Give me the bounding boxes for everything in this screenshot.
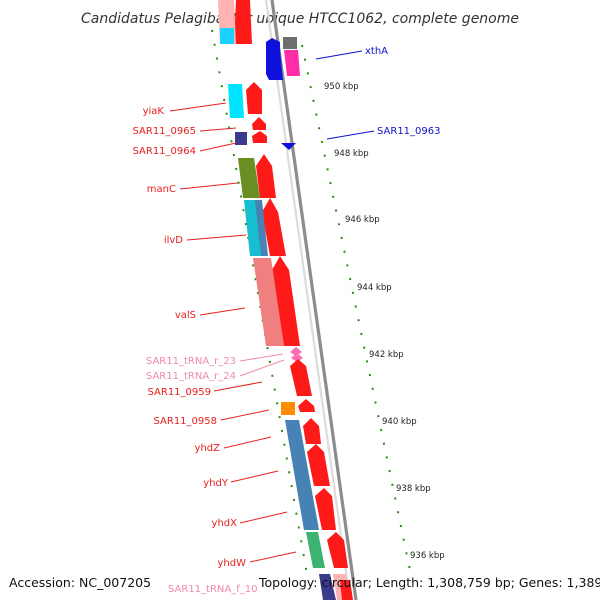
backbone-outer [270, 0, 358, 600]
scale-label-938: 938 kbp [396, 484, 431, 494]
label-SAR11_0964[interactable]: SAR11_0964 [133, 146, 197, 157]
gene-SAR11_0964-box[interactable] [235, 132, 247, 145]
gene-yhdX-red[interactable] [315, 488, 336, 530]
gene-xthA[interactable] [266, 38, 280, 52]
scale-label-940: 940 kbp [382, 417, 417, 427]
gene-yhdZ-Y-X[interactable] [285, 420, 319, 530]
label-SAR11_tRNA_r_23[interactable]: SAR11_tRNA_r_23 [146, 356, 236, 367]
label-SAR11_0958[interactable]: SAR11_0958 [154, 416, 218, 427]
gene-SAR11_0959[interactable] [290, 359, 312, 396]
gene-yhdZ-red[interactable] [303, 418, 321, 444]
connector-yhdY [230, 470, 279, 483]
label-yhdZ[interactable]: yhdZ [195, 443, 221, 454]
scale-label-946: 946 kbp [345, 215, 380, 225]
gene-yhdY-red[interactable] [307, 444, 330, 486]
connector-tRNA_r_24 [239, 359, 285, 377]
gene-SAR11_0958-red[interactable] [298, 399, 315, 412]
connector-SAR11_0965 [199, 127, 237, 132]
backbone-inner [264, 0, 352, 600]
gene-xthA-gray[interactable] [283, 37, 297, 49]
gene-SAR11_0964[interactable] [252, 131, 267, 143]
accession-text: Accession: NC_007205 [9, 575, 151, 590]
connector-SAR11_0963 [326, 130, 375, 140]
forward-strand-genes [218, 0, 353, 600]
label-yiaK[interactable]: yiaK [143, 106, 165, 117]
label-ilvD[interactable]: ilvD [164, 235, 183, 246]
gene-tRNA_r_24[interactable] [291, 353, 303, 362]
gene-xthA-magenta[interactable] [284, 50, 300, 76]
label-valS[interactable]: valS [175, 310, 196, 321]
label-SAR11_tRNA_f_10[interactable]: SAR11_tRNA_f_10 [168, 584, 257, 595]
connector-yhdX [239, 511, 288, 524]
connector-ilvD [186, 234, 247, 241]
gene-xthA-body[interactable] [266, 50, 283, 80]
label-yhdW[interactable]: yhdW [218, 558, 247, 569]
gene-ilvD-red[interactable] [262, 198, 286, 256]
scale-label-936: 936 kbp [410, 551, 445, 561]
label-yhdX[interactable]: yhdX [212, 518, 238, 529]
topology-text: Topology: circular; Length: 1,308,759 bp… [258, 575, 600, 590]
connector-tRNA_r_23 [239, 353, 284, 362]
label-SAR11_0959[interactable]: SAR11_0959 [148, 387, 212, 398]
gene-ilvD-blue[interactable] [255, 200, 268, 256]
gene-yhdW-red[interactable] [327, 532, 348, 568]
connector-yhdZ [223, 436, 272, 449]
scale-label-944: 944 kbp [357, 283, 392, 293]
connector-SAR11_0958 [220, 409, 270, 421]
scale-label-950: 950 kbp [324, 82, 359, 92]
gene-SAR11_0963[interactable] [281, 143, 296, 150]
gene-yiaK[interactable] [228, 84, 244, 118]
label-connectors [169, 50, 375, 563]
gene-SAR11_0958[interactable] [281, 402, 295, 415]
gene-top-red[interactable] [234, 0, 252, 44]
connector-xthA [315, 50, 363, 60]
map-title: Candidatus Pelagibacter ubique HTCC1062,… [81, 11, 519, 27]
gene-bottom-red[interactable] [340, 580, 353, 600]
connector-manC [179, 182, 239, 190]
scale-label-948: 948 kbp [334, 149, 369, 159]
gene-tRNA_r_23[interactable] [290, 347, 302, 356]
connector-yhdW [249, 551, 297, 563]
connector-yiaK [169, 102, 227, 112]
label-xthA[interactable]: xthA [365, 46, 388, 57]
connector-SAR11_0964 [199, 142, 237, 152]
gene-manC-red[interactable] [256, 154, 276, 198]
gene-yhdW[interactable] [306, 532, 325, 568]
reverse-strand-genes [266, 37, 300, 150]
gene-SAR11_0965[interactable] [252, 117, 266, 130]
gene-valS[interactable] [253, 258, 284, 346]
gene-labels: yiaK SAR11_0965 SAR11_0964 manC ilvD val… [133, 46, 441, 595]
label-manC[interactable]: manC [147, 184, 176, 195]
gene-top-cyan[interactable] [220, 28, 234, 44]
label-yhdY[interactable]: yhdY [203, 478, 229, 489]
gene-valS-red[interactable] [272, 256, 300, 346]
connector-valS [199, 307, 246, 316]
label-SAR11_tRNA_r_24[interactable]: SAR11_tRNA_r_24 [146, 371, 236, 382]
gene-yiaK-red[interactable] [246, 82, 262, 114]
gene-manC[interactable] [238, 158, 260, 198]
scale-labels: 950 kbp 948 kbp 946 kbp 944 kbp 942 kbp … [324, 82, 445, 561]
label-SAR11_0965[interactable]: SAR11_0965 [133, 126, 197, 137]
label-SAR11_0963[interactable]: SAR11_0963 [377, 126, 441, 137]
connector-SAR11_0959 [213, 381, 263, 392]
scale-label-942: 942 kbp [369, 350, 404, 360]
gene-bottom-blue[interactable] [319, 574, 336, 600]
